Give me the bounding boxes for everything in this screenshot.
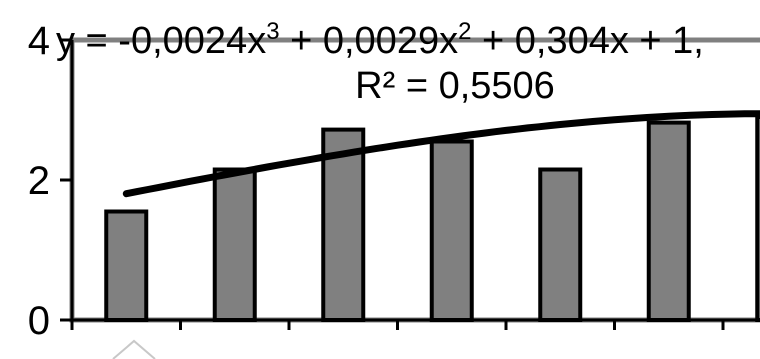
equation-exponent-3: 3 — [266, 18, 279, 45]
trendline-equation-text: y = -0,0024x3 + 0,0029x2 + 0,304x + 1, — [56, 18, 704, 62]
x-axis-ticks — [70, 320, 725, 330]
y-tick-label-2: 2 — [28, 159, 50, 203]
y-axis-ticks: 0 2 4 — [28, 19, 72, 343]
bar-5 — [538, 167, 583, 322]
bar-4 — [429, 139, 474, 322]
caret-up-icon — [112, 339, 156, 359]
caret-marker — [112, 339, 156, 359]
trendline-equation: y = -0,0024x3 + 0,0029x2 + 0,304x + 1, R… — [56, 18, 704, 107]
bar-1 — [104, 209, 149, 322]
y-tick-label-4: 4 — [28, 19, 50, 63]
r-squared-label: R² = 0,5506 — [355, 65, 555, 107]
bar-3 — [321, 127, 366, 322]
bar-6 — [646, 120, 691, 322]
equation-part-2: + 0,0029x — [280, 20, 459, 62]
bar-2 — [212, 167, 257, 322]
equation-part-1: y = -0,0024x — [56, 20, 266, 62]
y-tick-label-0: 0 — [28, 299, 50, 343]
trendline — [122, 110, 760, 198]
equation-part-3: + 0,304x + 1, — [471, 20, 703, 62]
equation-exponent-2: 2 — [458, 18, 471, 45]
bar-7 — [755, 115, 760, 322]
